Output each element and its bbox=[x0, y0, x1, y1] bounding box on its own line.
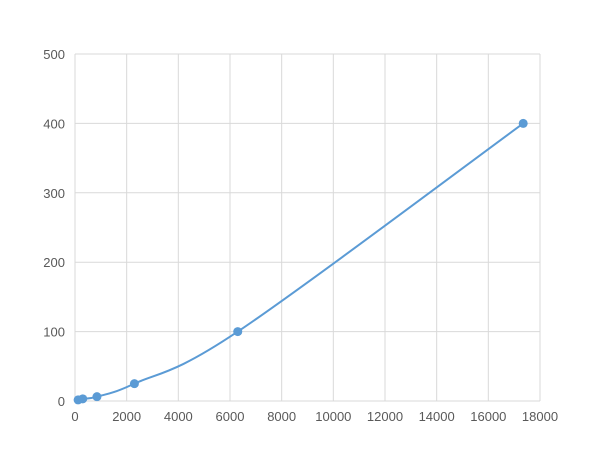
data-point bbox=[92, 392, 102, 402]
x-tick-label: 6000 bbox=[216, 409, 245, 424]
y-tick-label: 500 bbox=[43, 47, 65, 62]
x-tick-label: 14000 bbox=[419, 409, 455, 424]
x-tick-label: 4000 bbox=[164, 409, 193, 424]
x-tick-label: 10000 bbox=[315, 409, 351, 424]
data-point bbox=[518, 118, 528, 128]
x-tick-label: 2000 bbox=[112, 409, 141, 424]
y-tick-label: 400 bbox=[43, 116, 65, 131]
y-tick-label: 100 bbox=[43, 325, 65, 340]
x-tick-label: 16000 bbox=[470, 409, 506, 424]
data-point bbox=[129, 379, 139, 389]
y-tick-label: 0 bbox=[58, 394, 65, 409]
y-tick-label: 200 bbox=[43, 255, 65, 270]
series-line bbox=[77, 122, 524, 401]
x-tick-label: 12000 bbox=[367, 409, 403, 424]
x-tick-label: 0 bbox=[71, 409, 78, 424]
x-tick-label: 18000 bbox=[522, 409, 558, 424]
data-point bbox=[78, 394, 88, 404]
y-tick-label: 300 bbox=[43, 186, 65, 201]
data-point bbox=[233, 327, 243, 337]
x-tick-label: 8000 bbox=[267, 409, 296, 424]
